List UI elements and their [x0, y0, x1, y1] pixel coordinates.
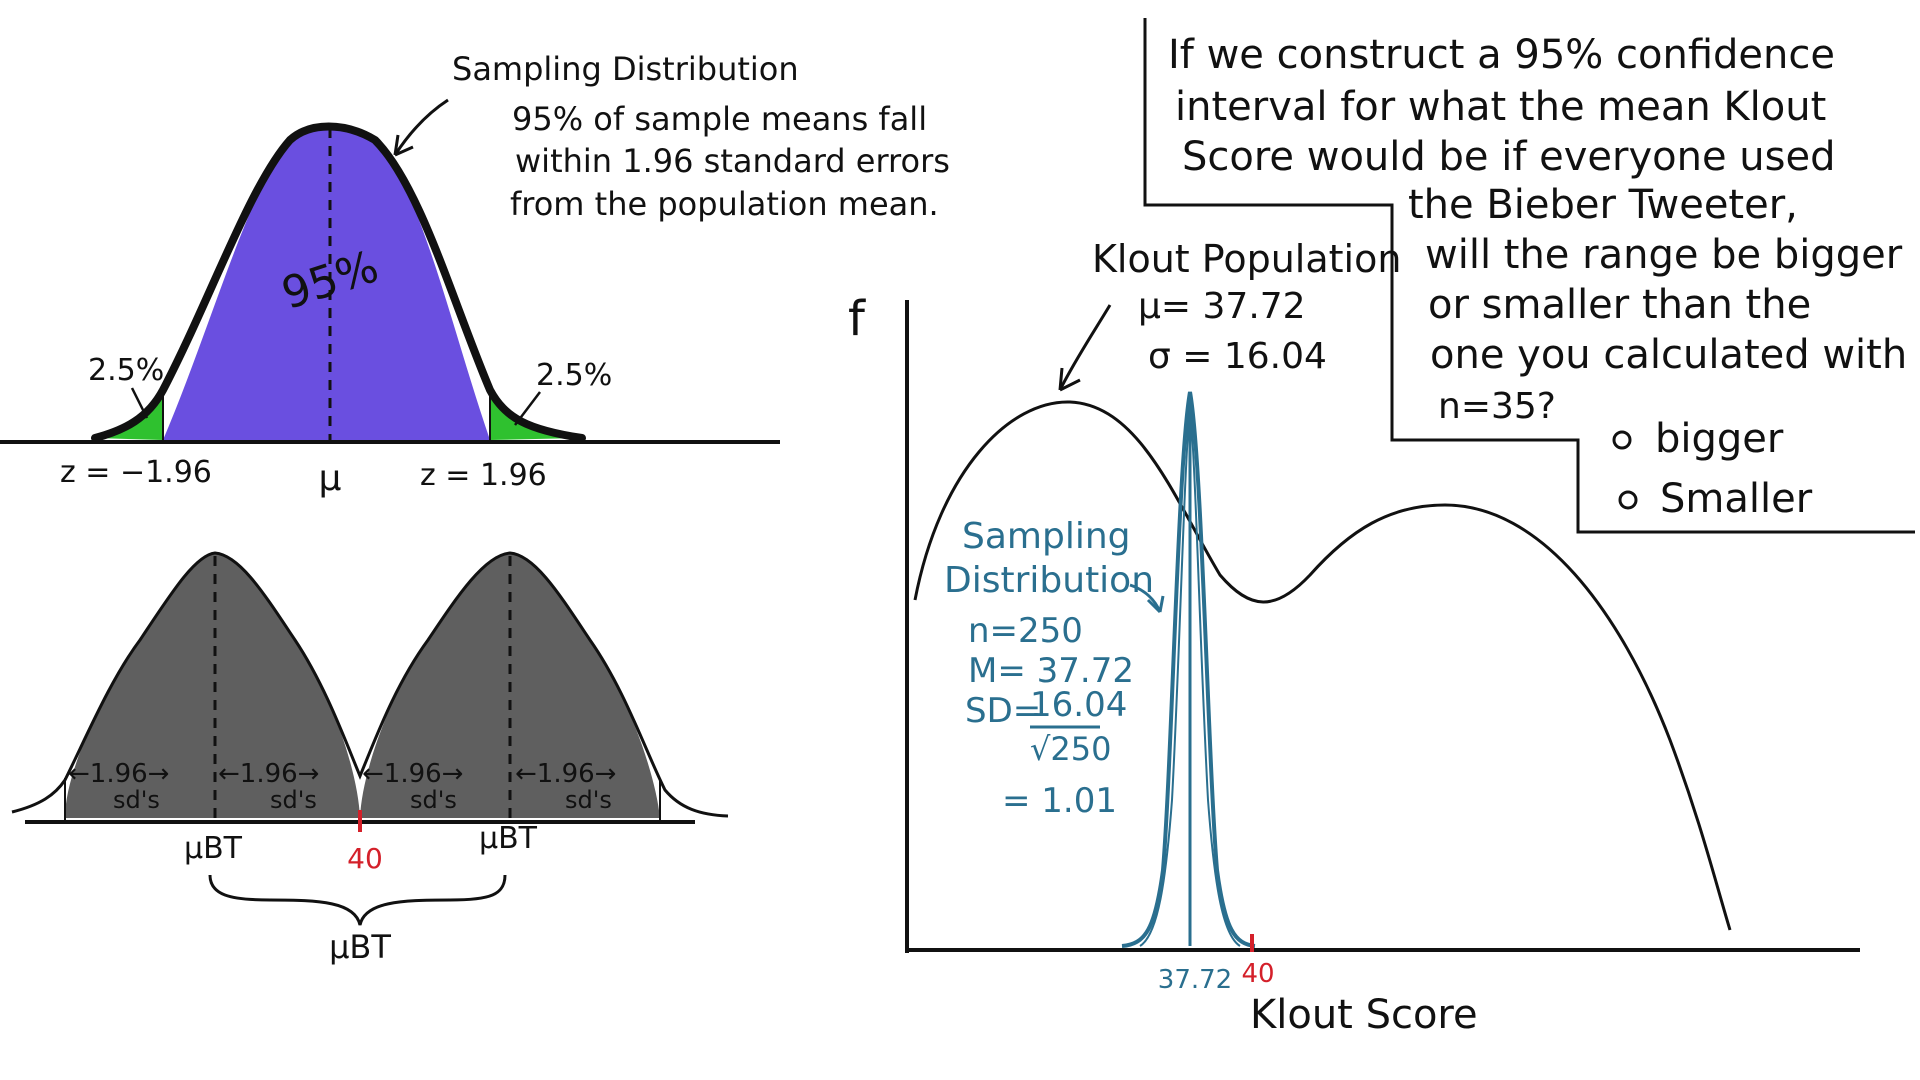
sd-unit-1: sd's: [113, 786, 160, 814]
question-line-4: the Bieber Tweeter,: [1408, 182, 1798, 228]
brace-label: μBT: [329, 928, 391, 966]
sampling-sd-den: √250: [1030, 730, 1111, 768]
question-line-2: interval for what the mean Klout: [1175, 84, 1826, 130]
sampling-sd: SD=: [965, 691, 1041, 731]
sd-unit-2: sd's: [270, 786, 317, 814]
sampling-title-1: Sampling: [962, 516, 1131, 557]
left-tail-region: [95, 390, 163, 440]
left-grey-distribution: [65, 553, 360, 818]
note-line-2: within 1.96 standard errors: [515, 142, 950, 180]
mu-label: μ: [319, 458, 342, 499]
mu-bt-right: μBT: [479, 821, 538, 856]
population-curve: [913, 400, 1732, 931]
question-line-8: n=35?: [1438, 386, 1556, 427]
population-mu: μ= 37.72: [1138, 286, 1306, 327]
left-tail-percent: 2.5%: [88, 353, 164, 388]
tick-mean: 37.72: [1158, 965, 1232, 995]
population-sigma: σ = 16.04: [1148, 336, 1327, 377]
sd-label-1: ←1.96→: [68, 759, 169, 789]
option-smaller-radio-icon[interactable]: [1618, 490, 1638, 510]
sampling-n: n=250: [968, 611, 1083, 651]
z-right-label: z = 1.96: [420, 458, 547, 493]
option-bigger-radio-icon[interactable]: [1612, 430, 1632, 450]
right-tail-percent: 2.5%: [536, 358, 612, 393]
population-arrow: [1058, 304, 1112, 391]
brace: [208, 874, 507, 926]
sampling-m: M= 37.72: [968, 651, 1134, 691]
forty-label: 40: [347, 842, 383, 875]
mu-bt-left: μBT: [184, 831, 243, 866]
sd-label-2: ←1.96→: [218, 759, 319, 789]
sampling-eq: = 1.01: [1002, 781, 1117, 821]
right-tail-region: [490, 390, 580, 440]
option-bigger-label[interactable]: bigger: [1655, 416, 1784, 462]
question-line-7: one you calculated with: [1430, 332, 1907, 378]
sd-unit-4: sd's: [565, 786, 612, 814]
question-border: [1143, 18, 1915, 534]
x-axis-label: Klout Score: [1250, 992, 1478, 1038]
question-line-3: Score would be if everyone used: [1182, 134, 1835, 180]
note-line-1: 95% of sample means fall: [512, 100, 927, 138]
option-smaller-label[interactable]: Smaller: [1660, 476, 1813, 522]
question-line-5: will the range be bigger: [1425, 232, 1903, 278]
question-line-6: or smaller than the: [1428, 282, 1811, 328]
z-left-label: z = −1.96: [60, 455, 212, 490]
y-axis-label: f: [848, 291, 866, 347]
sd-label-3: ←1.96→: [362, 759, 463, 789]
question-box: If we construct a 95% confidence interva…: [1143, 18, 1915, 534]
population-title: Klout Population: [1092, 237, 1401, 281]
klout-chart: f Klout Score 37.72 40 Klout Population …: [848, 237, 1860, 1038]
sampling-curve: [1121, 391, 1256, 948]
option-smaller[interactable]: Smaller: [1618, 476, 1813, 522]
sampling-sd-num: 16.04: [1030, 685, 1127, 725]
sd-label-4: ←1.96→: [515, 759, 616, 789]
title-arrow: [393, 98, 449, 156]
top-sampling-distribution: 95% 2.5% 2.5% z = −1.96 μ z = 1.96 Sampl…: [0, 50, 950, 499]
bottom-distributions: ←1.96→ sd's ←1.96→ sd's ←1.96→ sd's ←1.9…: [11, 551, 729, 966]
note-line-3: from the population mean.: [510, 185, 939, 223]
question-line-1: If we construct a 95% confidence: [1168, 32, 1835, 78]
sampling-distribution-title: Sampling Distribution: [452, 50, 799, 88]
center-region: [163, 126, 490, 440]
tick-forty: 40: [1241, 959, 1274, 989]
sd-unit-3: sd's: [410, 786, 457, 814]
sampling-title-2: Distribution: [944, 560, 1154, 601]
option-bigger[interactable]: bigger: [1612, 416, 1784, 462]
